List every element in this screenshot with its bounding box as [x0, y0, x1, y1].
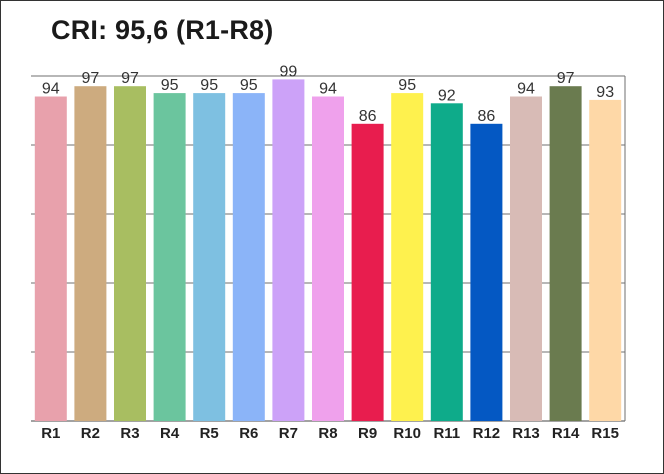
bar-r2 — [74, 86, 107, 421]
category-label: R1 — [41, 425, 60, 442]
bar-value-label: 94 — [42, 81, 60, 98]
bar-value-label: 93 — [596, 84, 614, 101]
category-label: R2 — [81, 425, 100, 442]
category-label: R10 — [393, 425, 421, 442]
bar-value-label: 95 — [200, 77, 218, 94]
category-label: R9 — [358, 425, 377, 442]
category-label: R15 — [591, 425, 619, 442]
category-label: R11 — [433, 425, 460, 442]
bar-r9 — [351, 123, 384, 422]
bars — [34, 79, 622, 422]
category-label: R7 — [279, 425, 298, 442]
bar-value-label: 97 — [557, 70, 575, 87]
bar-value-label: 95 — [161, 77, 179, 94]
bar-value-label: 97 — [82, 70, 100, 87]
bar-value-label: 86 — [359, 108, 377, 125]
category-label: R3 — [120, 425, 139, 442]
bar-value-label: 99 — [280, 63, 298, 80]
bar-r4 — [153, 93, 186, 421]
bar-r7 — [272, 79, 305, 422]
bar-r10 — [391, 93, 424, 421]
bar-r1 — [34, 96, 67, 421]
bar-r6 — [232, 93, 265, 421]
data-labels: 94 97 97 95 95 95 99 94 86 95 92 86 94 97 93 — [42, 63, 614, 124]
bar-r14 — [549, 86, 582, 421]
bar-value-label: 94 — [517, 81, 535, 98]
bar-value-label: 97 — [121, 70, 139, 87]
bar-r3 — [114, 86, 146, 421]
category-label: R5 — [200, 425, 219, 442]
category-label: R8 — [318, 425, 337, 442]
bar-r5 — [193, 93, 226, 421]
bar-value-label: 94 — [319, 81, 337, 98]
bar-r12 — [470, 123, 503, 422]
bar-value-label: 95 — [240, 77, 258, 94]
category-labels: R1 R2 R3 R4 R5 R6 R7 R8 R9 R10 R11 R12 R13 R14 R15 — [41, 425, 619, 442]
category-label: R14 — [552, 425, 580, 442]
category-label: R12 — [473, 425, 501, 442]
chart-title: CRI: 95,6 (R1-R8) — [51, 15, 274, 45]
bar-r8 — [312, 96, 344, 421]
bar-value-label: 86 — [478, 108, 496, 125]
bar-r15 — [589, 99, 622, 422]
category-label: R6 — [239, 425, 258, 442]
bar-r11 — [430, 103, 463, 422]
bar-r13 — [510, 96, 542, 421]
bar-value-label: 92 — [438, 87, 456, 104]
category-label: R13 — [512, 425, 540, 442]
bar-value-label: 95 — [398, 77, 416, 94]
category-label: R4 — [160, 425, 180, 442]
